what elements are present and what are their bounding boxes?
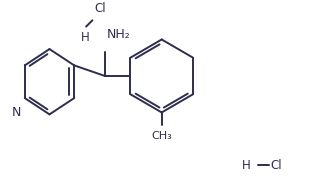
Text: Cl: Cl: [271, 159, 282, 172]
Text: N: N: [12, 106, 21, 119]
Text: NH₂: NH₂: [107, 28, 130, 41]
Text: H: H: [242, 159, 251, 172]
Text: H: H: [81, 31, 89, 44]
Text: Cl: Cl: [94, 3, 106, 15]
Text: CH₃: CH₃: [151, 131, 172, 141]
